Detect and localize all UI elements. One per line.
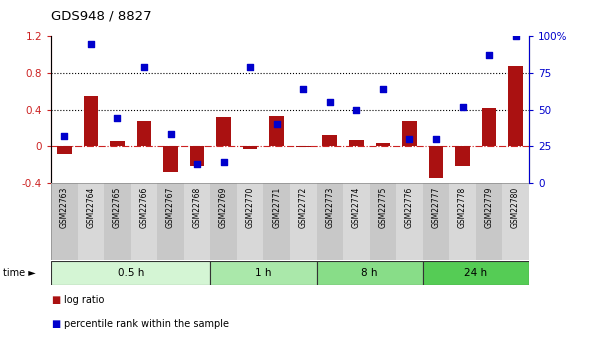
Point (299, 86, 308, 92)
Text: GSM22765: GSM22765 (113, 187, 122, 228)
Bar (263, 183, 290, 260)
Bar (343, 183, 370, 260)
Text: ■: ■ (51, 319, 60, 329)
Text: GSM22772: GSM22772 (299, 187, 308, 228)
Text: GSM22771: GSM22771 (272, 187, 281, 228)
Point (192, 161, 202, 167)
Point (511, 33, 520, 39)
Bar (296, 146, 311, 147)
Bar (455, 146, 470, 166)
Bar (57, 146, 72, 154)
Bar (317, 261, 423, 285)
Bar (502, 183, 529, 260)
Text: percentile rank within the sample: percentile rank within the sample (64, 319, 230, 329)
Point (245, 64, 255, 70)
Bar (323, 135, 337, 146)
Text: GSM22778: GSM22778 (458, 187, 467, 228)
Bar (136, 120, 151, 146)
Point (272, 121, 281, 127)
Bar (78, 183, 104, 260)
Bar (476, 183, 502, 260)
Bar (210, 183, 237, 260)
Text: GSM22780: GSM22780 (511, 187, 520, 228)
Text: 8 h: 8 h (361, 268, 378, 278)
Bar (210, 261, 317, 285)
Text: GSM22764: GSM22764 (87, 187, 96, 228)
Bar (508, 66, 523, 146)
Point (378, 86, 388, 92)
Point (166, 132, 175, 137)
Bar (84, 96, 98, 146)
Bar (317, 183, 343, 260)
Text: log ratio: log ratio (64, 295, 105, 305)
Bar (51, 183, 78, 260)
Point (86, 41, 96, 46)
Point (112, 116, 122, 121)
Bar (396, 183, 423, 260)
Point (325, 99, 335, 105)
Text: GSM22770: GSM22770 (246, 187, 255, 228)
Bar (237, 183, 263, 260)
Bar (184, 183, 210, 260)
Bar (163, 146, 178, 172)
Point (59, 133, 69, 139)
Bar (190, 146, 204, 166)
Bar (269, 116, 284, 146)
Bar (51, 261, 210, 285)
Text: time ►: time ► (3, 268, 35, 278)
Text: GSM22766: GSM22766 (139, 187, 148, 228)
Point (404, 136, 414, 142)
Text: GSM22777: GSM22777 (432, 187, 441, 228)
Text: GSM22767: GSM22767 (166, 187, 175, 228)
Point (484, 52, 494, 58)
Bar (104, 183, 131, 260)
Bar (243, 146, 257, 149)
Bar (449, 183, 476, 260)
Bar (429, 146, 444, 178)
Point (139, 64, 149, 70)
Text: GSM22773: GSM22773 (325, 187, 334, 228)
Bar (402, 120, 416, 146)
Bar (290, 183, 317, 260)
Text: GSM22769: GSM22769 (219, 187, 228, 228)
Text: GSM22775: GSM22775 (379, 187, 388, 228)
Text: GSM22768: GSM22768 (192, 187, 201, 228)
Point (458, 104, 468, 109)
Text: ■: ■ (51, 295, 60, 305)
Text: GDS948 / 8827: GDS948 / 8827 (51, 9, 151, 22)
Text: GSM22774: GSM22774 (352, 187, 361, 228)
Bar (216, 117, 231, 146)
Bar (423, 261, 529, 285)
Bar (482, 108, 496, 146)
Point (352, 107, 361, 112)
Text: GSM22779: GSM22779 (484, 187, 493, 228)
Bar (349, 140, 364, 146)
Bar (370, 183, 396, 260)
Point (219, 159, 228, 165)
Text: GSM22776: GSM22776 (405, 187, 414, 228)
Text: 0.5 h: 0.5 h (118, 268, 144, 278)
Text: GSM22763: GSM22763 (60, 187, 69, 228)
Text: 1 h: 1 h (255, 268, 272, 278)
Bar (131, 183, 157, 260)
Bar (110, 141, 125, 146)
Bar (157, 183, 184, 260)
Point (431, 136, 441, 142)
Bar (423, 183, 450, 260)
Bar (376, 142, 390, 146)
Text: 24 h: 24 h (464, 268, 487, 278)
